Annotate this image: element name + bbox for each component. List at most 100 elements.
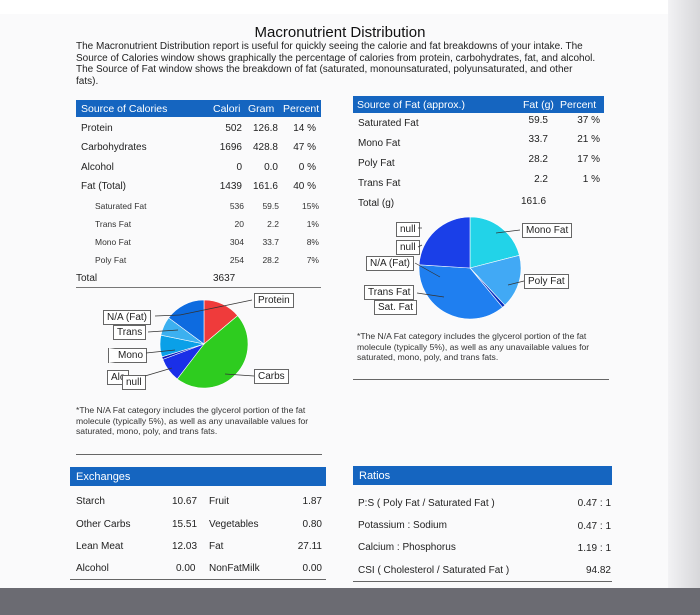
fat-row-g: 2.2 — [534, 174, 548, 185]
row-name: Alcohol — [81, 162, 114, 173]
note-left: *The N/A Fat category includes the glyce… — [76, 405, 309, 437]
ratio-value: 0.47 : 1 — [577, 498, 611, 509]
ratio-value: 1.19 : 1 — [577, 543, 611, 554]
subrow-pct: 8% — [306, 237, 319, 247]
exchange-name: Alcohol — [76, 563, 109, 574]
exchange-name: Fat — [209, 541, 224, 552]
subrow-name: Mono Fat — [95, 237, 131, 247]
fat-row-g: 33.7 — [528, 134, 548, 145]
subrow-gram: 2.2 — [267, 219, 279, 229]
background-surface — [0, 588, 700, 615]
subrow-gram: 33.7 — [262, 237, 279, 247]
subrow-cal: 536 — [229, 201, 244, 211]
row-pct: 0 % — [298, 162, 316, 173]
pie-label-null: null — [122, 375, 146, 390]
total-label: Total — [76, 273, 98, 284]
row-cal: 502 — [225, 123, 242, 134]
row-gram: 428.8 — [252, 142, 278, 153]
fat-pie-label-null-2: null — [396, 240, 420, 255]
row-cal: 1439 — [219, 181, 242, 192]
col-source-fat: Source of Fat (approx.) — [357, 99, 465, 111]
row-pct: 14 % — [293, 123, 316, 134]
exchange-value: 0.00 — [302, 563, 322, 574]
calories-pie-leaders — [144, 299, 255, 377]
pie-label-mono: Mono — [109, 348, 148, 363]
fat-row-g: 59.5 — [528, 115, 548, 126]
row-name: Protein — [81, 123, 113, 134]
exchange-value: 15.51 — [172, 519, 198, 530]
page-top-margin — [0, 0, 700, 14]
report-title: Macronutrient Distribution — [254, 24, 426, 41]
note-right: *The N/A Fat category includes the glyce… — [357, 331, 590, 363]
fat-pie-label-sat: Sat. Fat — [374, 300, 418, 315]
ratio-name: Calcium : Phosphorus — [358, 542, 456, 553]
fat-row-pct: 37 % — [577, 115, 600, 126]
ratio-name: Potassium : Sodium — [358, 520, 447, 531]
row-name: Carbohydrates — [81, 142, 147, 153]
ratio-value: 94.82 — [585, 565, 611, 576]
ratio-value: 0.47 : 1 — [577, 521, 611, 532]
col-gram: Gram — [248, 103, 275, 115]
calories-table-header: Source of Calories Calori Gram Percent — [76, 100, 321, 117]
fat-total-label: Total (g) — [358, 198, 395, 209]
exchange-name: Other Carbs — [76, 519, 131, 530]
fat-pie-label-mono: Mono Fat — [522, 223, 573, 238]
exchange-value: 0.80 — [302, 519, 322, 530]
report-intro: The Macronutrient Distribution report is… — [76, 41, 596, 87]
pie-label-trans: Trans — [113, 325, 147, 340]
page-shadow — [668, 0, 700, 600]
ratios-header: Ratios — [353, 466, 612, 485]
subrow-cal: 304 — [229, 237, 244, 247]
row-pct: 47 % — [293, 142, 316, 153]
ratios-divider — [353, 581, 612, 582]
fat-pie-label-null-1: null — [396, 222, 420, 237]
subrow-cal: 254 — [229, 255, 244, 265]
fat-pie-label-poly: Poly Fat — [524, 274, 569, 289]
fat-pie-leaders — [414, 227, 525, 298]
exchange-value: 1.87 — [302, 496, 322, 507]
exchange-name: Starch — [76, 496, 105, 507]
note-right-divider — [353, 379, 609, 380]
row-name: Fat (Total) — [81, 181, 127, 192]
exchanges-divider — [70, 579, 326, 580]
subrow-name: Poly Fat — [95, 255, 127, 265]
fat-row-name: Mono Fat — [358, 138, 401, 149]
pie-slice-sat-fat — [418, 264, 503, 320]
exchange-value: 27.11 — [297, 541, 322, 552]
subrow-pct: 15% — [301, 201, 319, 211]
total-value: 3637 — [213, 273, 236, 284]
fat-total-value: 161.6 — [521, 196, 547, 207]
fat-pie-chart — [418, 216, 522, 320]
pie-slice-sat — [168, 299, 205, 345]
subrow-gram: 59.5 — [262, 201, 279, 211]
fat-row-name: Poly Fat — [358, 158, 395, 169]
subrow-name: Saturated Fat — [95, 201, 147, 211]
fat-pie-label-trans: Trans Fat — [364, 285, 415, 300]
fat-row-name: Trans Fat — [358, 178, 401, 189]
pie-label-carbs: Carbs — [254, 369, 289, 384]
col-fatg: Fat (g) — [523, 99, 554, 111]
exchanges-header: Exchanges — [70, 467, 326, 486]
fat-pie-label-na: N/A (Fat) — [366, 256, 415, 271]
exchange-name: Fruit — [209, 496, 229, 507]
row-gram: 161.6 — [252, 181, 278, 192]
col-calori: Calori — [213, 103, 241, 115]
exchange-name: Lean Meat — [76, 541, 124, 552]
fat-row-pct: 1 % — [582, 174, 600, 185]
exchange-value: 0.00 — [176, 563, 196, 574]
col-percent: Percent — [283, 103, 320, 115]
pie-slice-carbs — [176, 315, 249, 389]
subrow-gram: 28.2 — [262, 255, 279, 265]
row-cal: 1696 — [219, 142, 242, 153]
row-gram: 126.8 — [252, 123, 278, 134]
fat-row-pct: 17 % — [577, 154, 600, 165]
ratio-name: CSI ( Cholesterol / Saturated Fat ) — [358, 565, 510, 576]
pie-label-protein: Protein — [254, 293, 294, 308]
pie-label-na: N/A (Fat) — [103, 310, 152, 325]
exchange-value: 12.03 — [172, 541, 198, 552]
subrow-name: Trans Fat — [95, 219, 132, 229]
subrow-pct: 1% — [306, 219, 319, 229]
fat-table-header: Source of Fat (approx.) Fat (g) Percent — [353, 96, 604, 113]
note-left-divider — [76, 454, 322, 455]
subrow-cal: 20 — [234, 219, 244, 229]
